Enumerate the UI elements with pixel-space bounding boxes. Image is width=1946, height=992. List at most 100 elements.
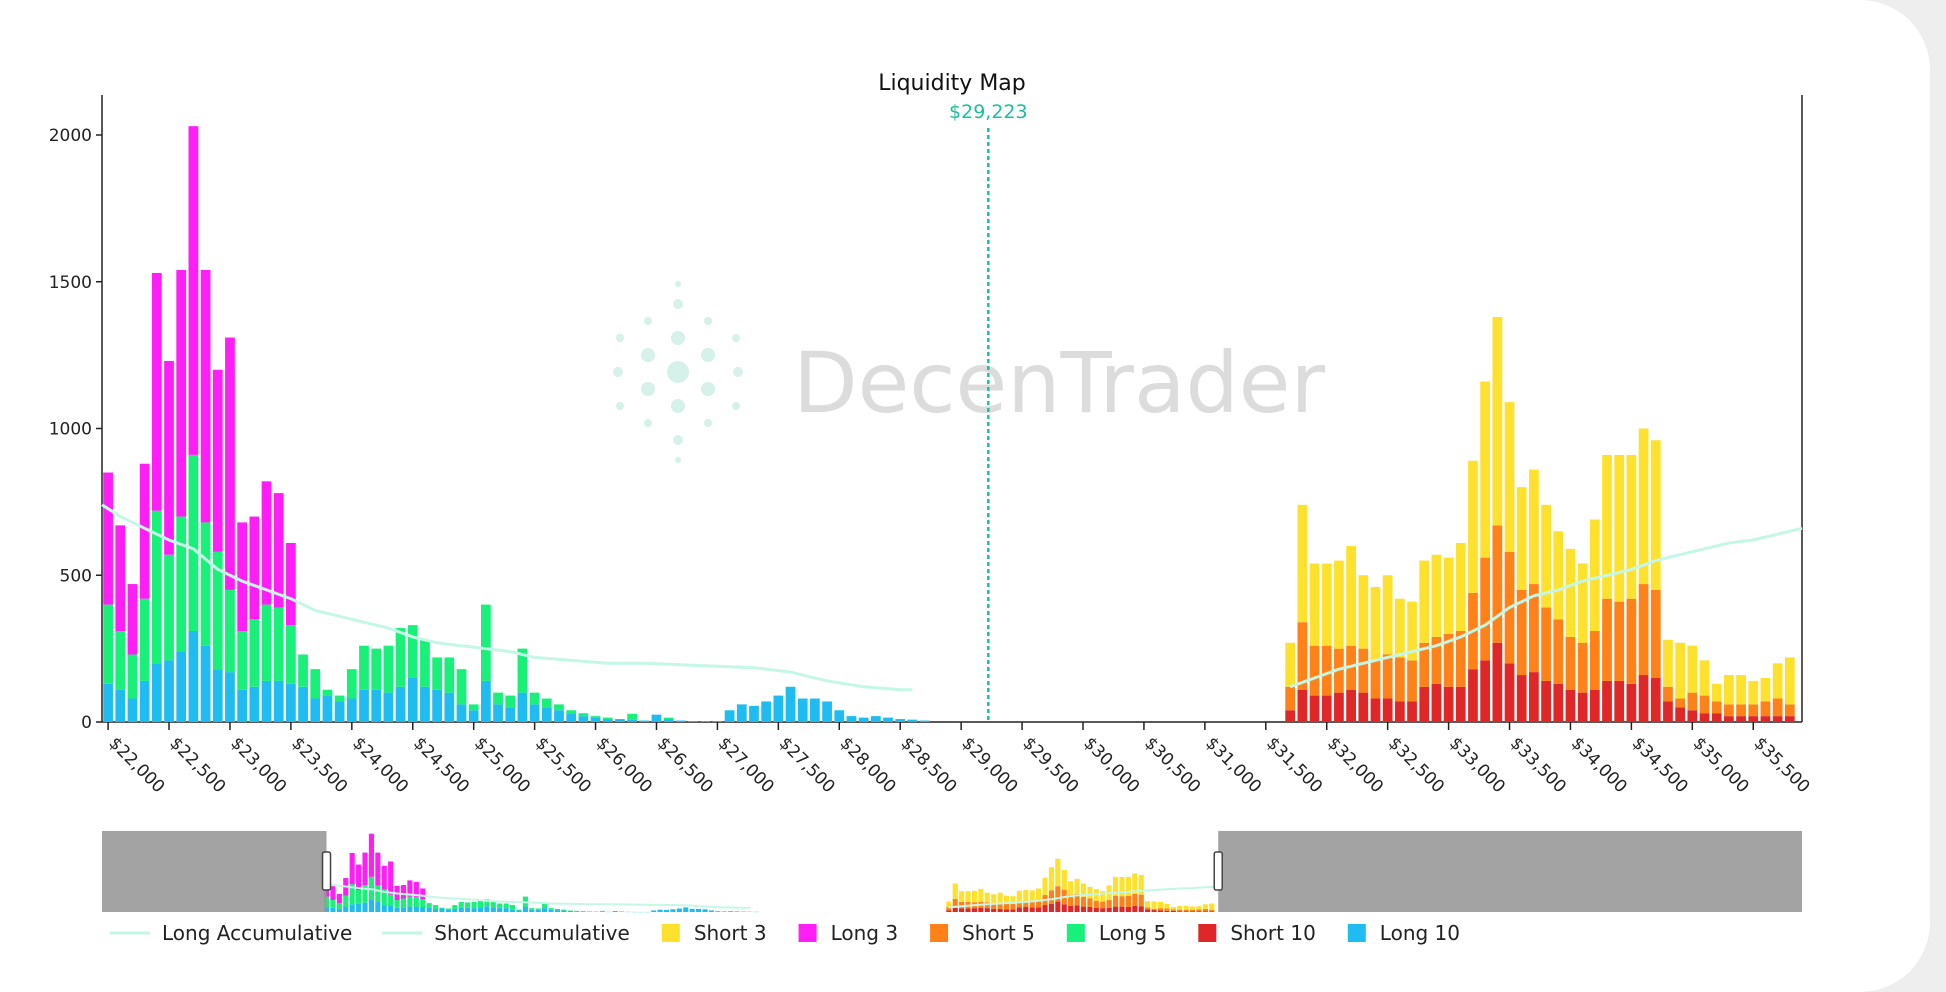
- bar-short-5[interactable]: [1602, 598, 1612, 681]
- bar-short-3[interactable]: [1589, 519, 1600, 632]
- bar-long-3[interactable]: [200, 270, 211, 523]
- bar-short-10[interactable]: [1334, 692, 1344, 722]
- bar-long-10[interactable]: [151, 663, 162, 722]
- bar-short-5[interactable]: [1321, 645, 1332, 696]
- bar-short-10[interactable]: [1455, 686, 1466, 722]
- bar-long-10[interactable]: [200, 645, 211, 722]
- bar-long-5[interactable]: [359, 645, 369, 690]
- bar-short-5[interactable]: [1638, 584, 1649, 676]
- bar-long-10[interactable]: [261, 680, 272, 722]
- bar-short-10[interactable]: [1638, 675, 1649, 722]
- bar-long-3[interactable]: [237, 522, 248, 632]
- bar-short-3[interactable]: [1407, 601, 1417, 661]
- bar-long-10[interactable]: [761, 701, 772, 722]
- bar-short-3[interactable]: [1650, 440, 1661, 590]
- bar-long-3[interactable]: [176, 270, 187, 517]
- bar-long-10[interactable]: [810, 698, 820, 722]
- bar-long-10[interactable]: [517, 692, 528, 722]
- bar-long-3[interactable]: [212, 369, 223, 552]
- bar-short-10[interactable]: [1358, 692, 1369, 722]
- bar-long-3[interactable]: [225, 337, 235, 590]
- bar-long-10[interactable]: [322, 695, 333, 722]
- bar-short-10[interactable]: [1419, 686, 1430, 722]
- bar-long-5[interactable]: [383, 645, 394, 693]
- bar-short-5[interactable]: [1480, 557, 1491, 661]
- bar-long-3[interactable]: [151, 272, 162, 511]
- bar-short-5[interactable]: [1516, 589, 1527, 676]
- bar-long-10[interactable]: [371, 689, 382, 722]
- bar-short-5[interactable]: [1577, 642, 1588, 693]
- bar-long-5[interactable]: [420, 639, 430, 687]
- bar-short-3[interactable]: [1626, 454, 1637, 599]
- bar-short-5[interactable]: [1565, 636, 1576, 690]
- bar-short-3[interactable]: [1699, 660, 1710, 696]
- bar-short-3[interactable]: [1431, 554, 1442, 637]
- bar-long-5[interactable]: [298, 654, 308, 687]
- bar-long-5[interactable]: [480, 604, 491, 681]
- bar-long-10[interactable]: [346, 698, 357, 722]
- bar-long-10[interactable]: [651, 714, 662, 722]
- bar-long-3[interactable]: [261, 481, 272, 605]
- bar-short-3[interactable]: [1784, 657, 1795, 705]
- bar-long-10[interactable]: [212, 669, 223, 722]
- bar-short-5[interactable]: [1358, 648, 1369, 693]
- bar-short-3[interactable]: [1516, 487, 1527, 590]
- legend-item-short-10[interactable]: Short 10: [1198, 921, 1316, 945]
- bar-short-3[interactable]: [1370, 586, 1381, 661]
- bar-short-10[interactable]: [1736, 716, 1746, 722]
- bar-short-3[interactable]: [1760, 677, 1771, 702]
- bar-long-10[interactable]: [822, 701, 832, 722]
- bar-long-5[interactable]: [237, 631, 248, 690]
- bar-short-10[interactable]: [1724, 716, 1734, 722]
- bar-short-3[interactable]: [1321, 563, 1332, 646]
- bar-long-3[interactable]: [286, 542, 296, 626]
- bar-long-10[interactable]: [286, 683, 296, 722]
- bar-short-3[interactable]: [1382, 575, 1393, 655]
- bar-short-5[interactable]: [1626, 598, 1637, 684]
- bar-short-10[interactable]: [1492, 642, 1503, 722]
- bar-long-5[interactable]: [188, 454, 199, 632]
- bar-long-10[interactable]: [736, 704, 747, 722]
- bar-long-10[interactable]: [115, 689, 126, 722]
- bar-short-10[interactable]: [1394, 701, 1405, 722]
- legend-item-short-5[interactable]: Short 5: [930, 921, 1035, 945]
- bar-short-5[interactable]: [1748, 704, 1759, 717]
- bar-long-5[interactable]: [346, 669, 357, 699]
- bar-short-5[interactable]: [1529, 584, 1539, 673]
- bar-long-5[interactable]: [395, 628, 406, 687]
- bar-short-10[interactable]: [1589, 689, 1600, 722]
- bar-short-5[interactable]: [1309, 645, 1320, 696]
- bar-short-5[interactable]: [1553, 619, 1564, 684]
- bar-long-10[interactable]: [237, 689, 248, 722]
- bar-short-10[interactable]: [1285, 710, 1296, 722]
- bar-short-10[interactable]: [1699, 713, 1710, 722]
- bar-short-10[interactable]: [1309, 695, 1320, 722]
- bar-short-10[interactable]: [1382, 698, 1393, 722]
- bar-short-5[interactable]: [1736, 704, 1746, 717]
- bar-short-3[interactable]: [1529, 469, 1539, 585]
- bar-short-5[interactable]: [1724, 704, 1734, 717]
- bar-long-5[interactable]: [286, 625, 296, 684]
- bar-short-10[interactable]: [1541, 680, 1551, 722]
- bar-short-3[interactable]: [1309, 563, 1320, 646]
- bar-short-3[interactable]: [1553, 531, 1564, 620]
- bar-long-10[interactable]: [444, 692, 455, 722]
- bar-short-5[interactable]: [1431, 636, 1442, 684]
- bar-short-5[interactable]: [1663, 686, 1673, 702]
- bar-long-5[interactable]: [273, 607, 284, 681]
- bar-short-10[interactable]: [1760, 716, 1771, 722]
- bar-long-10[interactable]: [505, 707, 516, 722]
- bar-long-10[interactable]: [627, 719, 637, 722]
- bar-long-10[interactable]: [895, 719, 906, 722]
- bar-long-3[interactable]: [273, 493, 284, 608]
- bar-long-10[interactable]: [554, 710, 564, 722]
- range-handle-left[interactable]: [321, 851, 332, 891]
- bar-long-10[interactable]: [712, 721, 723, 722]
- bar-long-5[interactable]: [432, 657, 442, 690]
- range-handle-right[interactable]: [1213, 851, 1223, 891]
- bar-long-10[interactable]: [273, 680, 284, 722]
- bar-short-3[interactable]: [1297, 504, 1308, 623]
- bar-long-10[interactable]: [700, 721, 711, 722]
- bar-short-5[interactable]: [1419, 642, 1430, 687]
- bar-long-10[interactable]: [176, 651, 187, 722]
